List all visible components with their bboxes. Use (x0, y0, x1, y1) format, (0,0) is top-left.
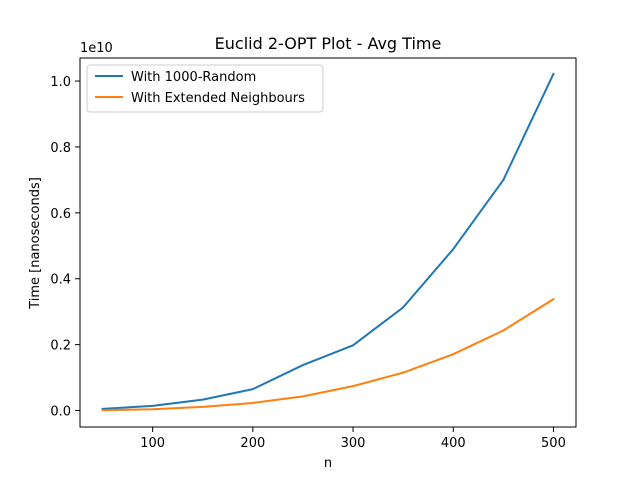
legend-box (86, 64, 324, 113)
x-tick-label: 500 (541, 436, 566, 451)
y-tick-label: 0.4 (50, 273, 71, 288)
y-tick-label: 0.8 (50, 141, 71, 156)
legend-label-extended: With Extended Neighbours (131, 91, 305, 106)
y-axis-title: Time [nanoseconds] (28, 177, 43, 310)
chart-title: Euclid 2-OPT Plot - Avg Time (215, 34, 442, 53)
x-axis-title: n (324, 456, 332, 471)
y-tick-label: 0.6 (50, 207, 71, 222)
y-tick-label: 0.0 (50, 405, 71, 420)
series-line-extended (101, 297, 555, 412)
legend-label-random: With 1000-Random (131, 70, 256, 85)
x-tick-label: 300 (341, 436, 366, 451)
y-tick-label: 1.0 (50, 75, 71, 90)
legend: With 1000-Random With Extended Neighbour… (86, 64, 324, 113)
x-tick-label: 400 (441, 436, 466, 451)
y-tick-label: 0.2 (50, 339, 71, 354)
plot-frame (79, 57, 577, 428)
x-tick-label: 200 (240, 436, 265, 451)
x-tick-label: 100 (140, 436, 165, 451)
y-offset-label: 1e10 (80, 41, 113, 56)
series-line-random (101, 72, 555, 410)
